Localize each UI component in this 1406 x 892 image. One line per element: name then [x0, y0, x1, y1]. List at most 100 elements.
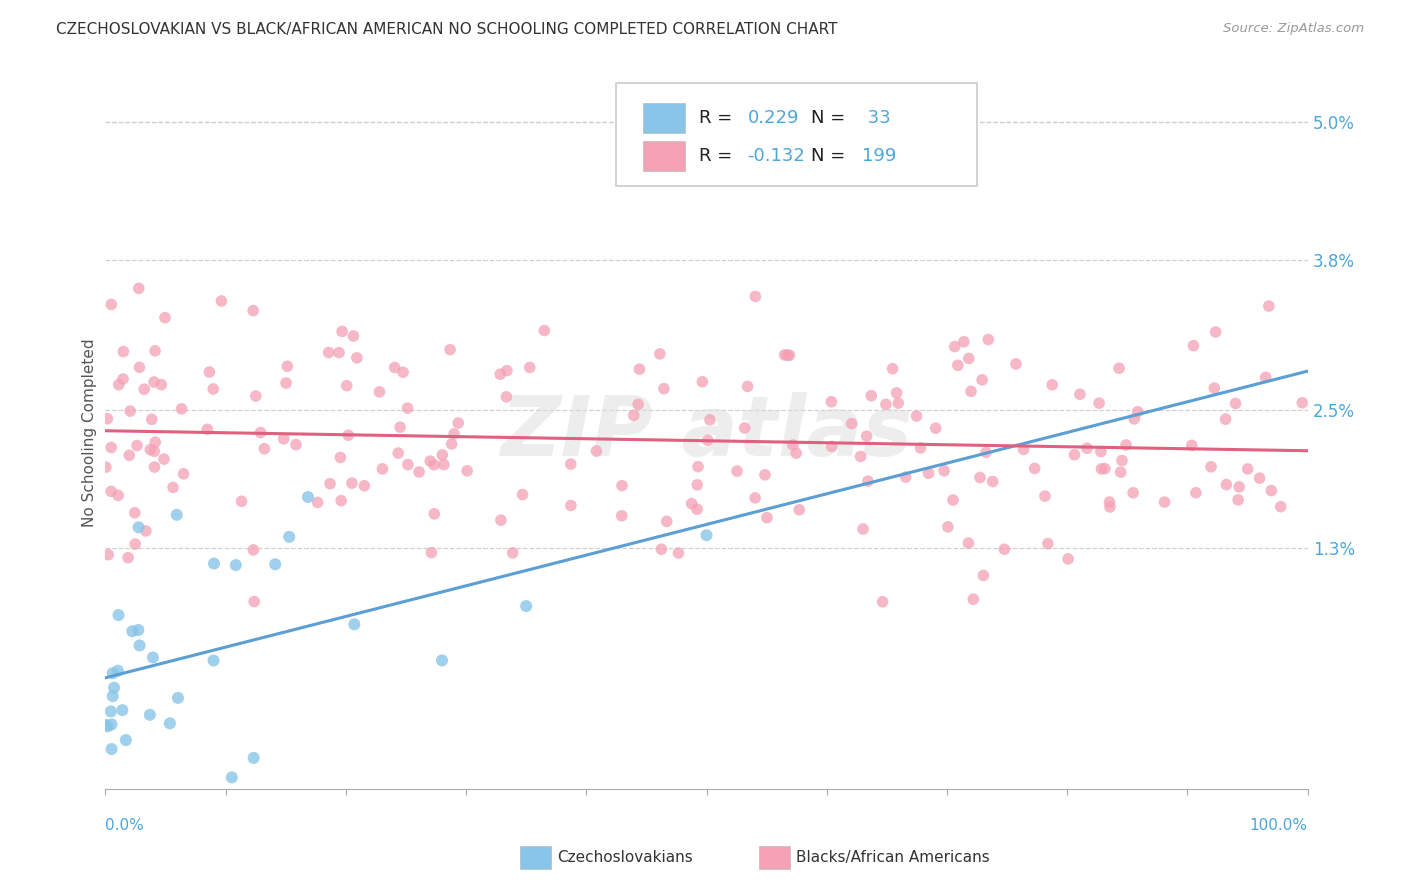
- Point: [515, 599, 537, 613]
- Point: [195, 422, 218, 436]
- Point: [1215, 477, 1237, 491]
- Point: [111, 372, 134, 386]
- Point: [371, 462, 394, 476]
- Point: [249, 425, 271, 440]
- Point: [1076, 442, 1098, 456]
- Point: [519, 360, 541, 375]
- Text: 33: 33: [862, 109, 890, 127]
- Point: [100, 297, 122, 311]
- Point: [245, 389, 267, 403]
- Point: [396, 458, 419, 472]
- Point: [353, 479, 375, 493]
- Point: [650, 542, 672, 557]
- Point: [1270, 500, 1292, 514]
- Point: [439, 343, 461, 357]
- Point: [936, 520, 959, 534]
- Point: [107, 377, 129, 392]
- Point: [977, 333, 1000, 347]
- Point: [100, 717, 122, 731]
- Point: [1260, 483, 1282, 498]
- Point: [440, 437, 463, 451]
- Point: [1090, 444, 1112, 458]
- Point: [692, 375, 714, 389]
- Text: Czechoslovakians: Czechoslovakians: [557, 850, 693, 864]
- Point: [433, 458, 456, 472]
- Point: [648, 347, 671, 361]
- Point: [1249, 471, 1271, 485]
- Point: [993, 542, 1015, 557]
- Point: [96, 718, 118, 732]
- Point: [1291, 396, 1313, 410]
- Point: [1204, 381, 1226, 395]
- Point: [957, 536, 980, 550]
- Point: [143, 435, 166, 450]
- Point: [225, 558, 247, 572]
- Point: [560, 499, 582, 513]
- Text: 0.229: 0.229: [748, 109, 799, 127]
- Point: [153, 452, 176, 467]
- Point: [167, 690, 190, 705]
- Point: [166, 508, 188, 522]
- Point: [107, 664, 129, 678]
- Point: [307, 495, 329, 509]
- Text: R =: R =: [699, 109, 738, 127]
- Point: [754, 467, 776, 482]
- Point: [329, 450, 352, 465]
- Point: [1088, 396, 1111, 410]
- Point: [319, 476, 342, 491]
- Point: [489, 367, 512, 381]
- Point: [655, 514, 678, 528]
- Point: [1182, 338, 1205, 352]
- Point: [1012, 442, 1035, 457]
- Point: [585, 444, 607, 458]
- Point: [734, 421, 756, 435]
- Point: [953, 334, 976, 349]
- Point: [1122, 485, 1144, 500]
- Point: [1063, 448, 1085, 462]
- Point: [430, 653, 453, 667]
- Point: [124, 506, 146, 520]
- Point: [456, 464, 478, 478]
- Point: [512, 487, 534, 501]
- Point: [202, 382, 225, 396]
- Point: [1036, 536, 1059, 550]
- Point: [894, 470, 917, 484]
- Point: [737, 379, 759, 393]
- Point: [681, 497, 703, 511]
- Point: [1257, 299, 1279, 313]
- Point: [143, 343, 166, 358]
- Point: [128, 639, 150, 653]
- Point: [1181, 438, 1204, 452]
- Point: [94, 460, 117, 475]
- Point: [1098, 500, 1121, 514]
- Point: [960, 384, 983, 399]
- Point: [419, 454, 441, 468]
- Point: [1094, 461, 1116, 475]
- Point: [560, 457, 582, 471]
- Point: [962, 592, 984, 607]
- Point: [121, 624, 143, 639]
- Point: [96, 411, 118, 425]
- FancyBboxPatch shape: [643, 141, 685, 170]
- Point: [118, 448, 141, 462]
- Point: [143, 460, 166, 475]
- Point: [610, 478, 633, 492]
- Point: [141, 412, 163, 426]
- Point: [841, 417, 863, 431]
- Point: [159, 716, 181, 731]
- Text: Source: ZipAtlas.com: Source: ZipAtlas.com: [1223, 22, 1364, 36]
- Point: [297, 490, 319, 504]
- Point: [101, 666, 124, 681]
- Point: [1254, 370, 1277, 384]
- Point: [852, 522, 875, 536]
- Point: [489, 513, 512, 527]
- Point: [1236, 462, 1258, 476]
- Point: [744, 289, 766, 303]
- Text: R =: R =: [699, 147, 738, 165]
- Point: [972, 568, 994, 582]
- Point: [162, 480, 184, 494]
- Point: [231, 494, 253, 508]
- Point: [202, 653, 225, 667]
- Point: [447, 416, 470, 430]
- Point: [1024, 461, 1046, 475]
